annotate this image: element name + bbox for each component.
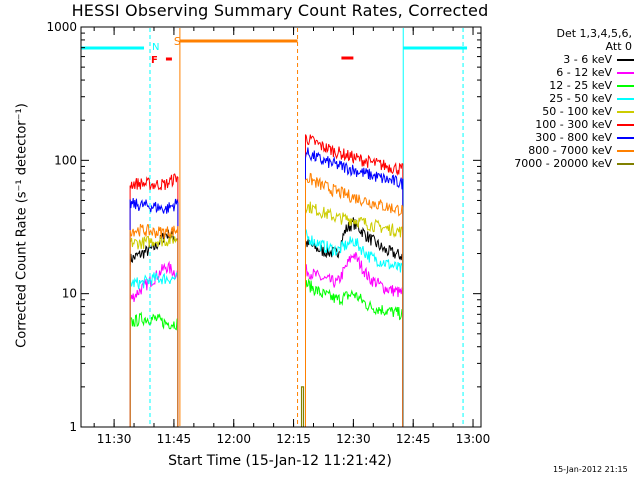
series-line-12-25keV (305, 278, 403, 321)
series-line-50-100keV (305, 201, 404, 238)
x-tick-label: 12:00 (216, 432, 251, 446)
x-tick-label: 12:45 (396, 432, 431, 446)
series-line-800-7000keV (305, 172, 404, 217)
x-axis-label: Start Time (15-Jan-12 11:21:42) (168, 453, 392, 469)
legend-swatch (617, 84, 634, 87)
legend-swatch (617, 123, 634, 126)
legend-entry: 6 - 12 keV (478, 66, 638, 79)
legend-header-attenuator: Att 0 (605, 40, 632, 53)
series-line-300-800keV (305, 147, 404, 190)
legend-entry: 3 - 6 keV (478, 53, 638, 66)
series-line-25-50keV (129, 271, 179, 290)
x-tick-label: 13:00 (456, 432, 491, 446)
legend-header-detectors: Det 1,3,4,5,6, (556, 27, 632, 40)
x-tick-label: 12:15 (276, 432, 311, 446)
legend-entry: 100 - 300 keV (478, 118, 638, 131)
legend-entry: 800 - 7000 keV (478, 144, 638, 157)
y-tick-label: 1 (69, 420, 77, 434)
y-axis-label: Corrected Count Rate (s⁻¹ detector⁻¹) (14, 103, 30, 348)
legend-label: 800 - 7000 keV (528, 144, 612, 157)
legend-entries: 3 - 6 keV 6 - 12 keV 12 - 25 keV 25 - 50 ke… (478, 53, 638, 170)
legend-entry: 12 - 25 keV (478, 79, 638, 92)
series-line-300-800keV (129, 198, 179, 214)
series-line-3-6keV (305, 217, 404, 261)
series-line-7000-20000keV (300, 386, 305, 427)
legend-label: 300 - 800 keV (535, 131, 612, 144)
series-line-800-7000keV (129, 223, 179, 240)
legend-entry: 300 - 800 keV (478, 131, 638, 144)
series-line-25-50keV (305, 229, 404, 273)
legend-label: 7000 - 20000 keV (514, 157, 612, 170)
legend-entry: 25 - 50 keV (478, 92, 638, 105)
legend-swatch (617, 162, 634, 165)
y-tick-label: 100 (54, 153, 77, 167)
flare-label: F (151, 55, 158, 66)
legend-swatch (617, 149, 634, 152)
saa-label: S (174, 35, 181, 48)
series-line-50-100keV (129, 232, 179, 250)
legend-label: 12 - 25 keV (549, 79, 612, 92)
chart-title: HESSI Observing Summary Count Rates, Cor… (71, 1, 489, 20)
legend-label: 6 - 12 keV (556, 66, 612, 79)
plot-timestamp: 15-Jan-2012 21:15 (553, 465, 628, 474)
legend-label: 100 - 300 keV (535, 118, 612, 131)
legend-label: 3 - 6 keV (563, 53, 612, 66)
night-label: N (152, 42, 159, 53)
series-line-100-300keV (305, 134, 403, 176)
legend-swatch (617, 136, 634, 139)
plot-frame (80, 26, 482, 428)
x-tick-label: 12:30 (336, 432, 371, 446)
legend-swatch (617, 71, 634, 74)
x-tick-label: 11:45 (157, 432, 192, 446)
legend: Det 1,3,4,5,6, Att 0 3 - 6 keV 6 - 12 keV… (478, 27, 638, 170)
legend-entry: 7000 - 20000 keV (478, 157, 638, 170)
legend-swatch (617, 58, 634, 61)
x-tick-label: 11:30 (97, 432, 132, 446)
legend-swatch (617, 97, 634, 100)
y-tick-label: 1000 (46, 20, 77, 34)
legend-label: 25 - 50 keV (549, 92, 612, 105)
legend-swatch (617, 110, 634, 113)
series-line-100-300keV (129, 173, 178, 191)
legend-label: 50 - 100 keV (542, 105, 612, 118)
legend-entry: 50 - 100 keV (478, 105, 638, 118)
series-line-12-25keV (129, 311, 179, 331)
series-line-6-12keV (130, 260, 179, 302)
series-line-6-12keV (305, 252, 404, 298)
y-tick-label: 10 (62, 287, 77, 301)
